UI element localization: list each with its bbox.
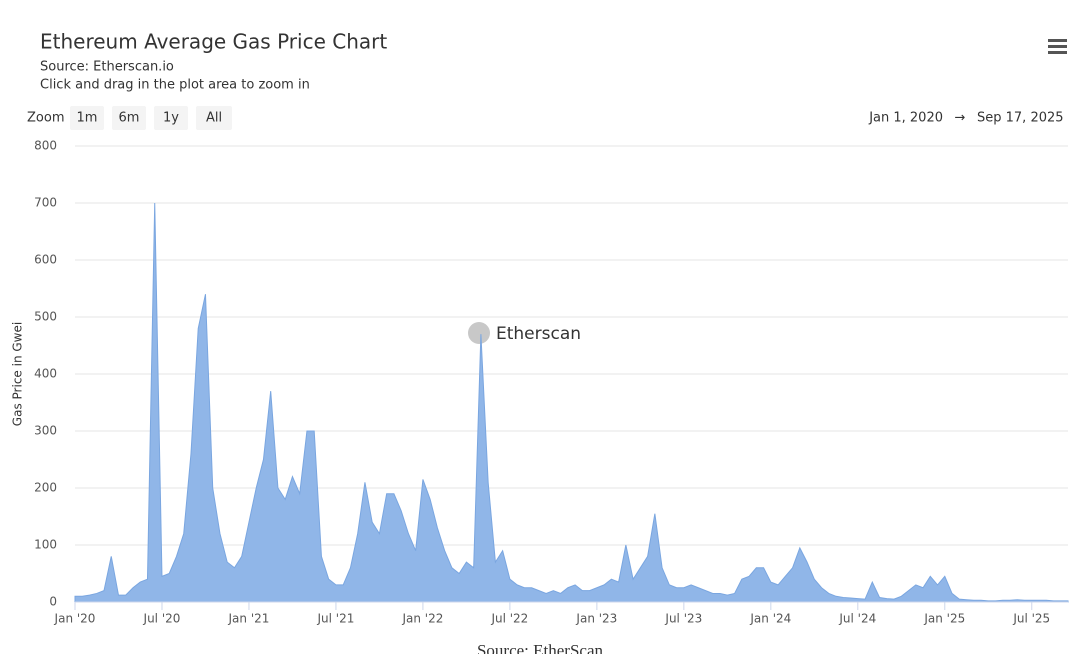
watermark: Etherscan <box>468 322 581 344</box>
y-tick-label: 700 <box>34 196 57 210</box>
date-from[interactable]: Jan 1, 2020 <box>868 111 943 126</box>
x-tick-label: Jul '22 <box>490 612 528 626</box>
y-tick-label: 200 <box>34 481 57 495</box>
x-tick-label: Jan '25 <box>923 612 965 626</box>
y-tick-label: 400 <box>34 367 57 381</box>
range-button-label: 6m <box>119 111 140 126</box>
chart-subtitle: Source: Etherscan.io <box>40 60 174 75</box>
x-tick-label: Jul '20 <box>143 612 181 626</box>
area <box>74 202 1069 603</box>
watermark-text: Etherscan <box>496 324 581 344</box>
chart-subtitle: Click and drag in the plot area to zoom … <box>40 78 310 93</box>
x-tick-label: Jul '25 <box>1012 612 1050 626</box>
x-tick-label: Jan '24 <box>749 612 791 626</box>
menu-bar <box>1048 45 1067 48</box>
y-tick-label: 800 <box>34 139 57 153</box>
range-button[interactable] <box>70 106 104 130</box>
range-button-label: 1m <box>77 111 98 126</box>
menu-bar <box>1048 39 1067 42</box>
watermark-logo <box>468 322 490 344</box>
x-tick-label: Jan '23 <box>575 612 617 626</box>
range-button-label: All <box>206 111 222 126</box>
x-tick-label: Jul '21 <box>316 612 354 626</box>
range-buttons: 1m 6m 1y All <box>70 106 232 130</box>
menu-bar <box>1048 51 1067 54</box>
x-tick-label: Jan '21 <box>228 612 270 626</box>
date-to[interactable]: Sep 17, 2025 <box>977 111 1064 126</box>
y-tick-label: 0 <box>49 595 57 609</box>
y-tick-label: 600 <box>34 253 57 267</box>
y-tick-label: 500 <box>34 310 57 324</box>
menu-button[interactable] <box>1048 39 1067 54</box>
range-button[interactable] <box>154 106 188 130</box>
range-button[interactable] <box>196 106 232 130</box>
range-button-label: 1y <box>163 111 179 126</box>
range-button[interactable] <box>112 106 146 130</box>
y-tick-label: 100 <box>34 538 57 552</box>
y-axis-title: Gas Price in Gwei <box>11 322 25 426</box>
x-tick-label: Jan '22 <box>401 612 443 626</box>
x-tick-label: Jul '24 <box>838 612 876 626</box>
y-tick-label: 300 <box>34 424 57 438</box>
zoom-label: Zoom <box>27 111 64 126</box>
caption: Source: EtherScan <box>477 641 604 654</box>
x-tick-label: Jan '20 <box>54 612 96 626</box>
chart-title: Ethereum Average Gas Price Chart <box>40 30 387 54</box>
x-tick-label: Jul '23 <box>664 612 702 626</box>
date-arrow: → <box>955 111 966 126</box>
